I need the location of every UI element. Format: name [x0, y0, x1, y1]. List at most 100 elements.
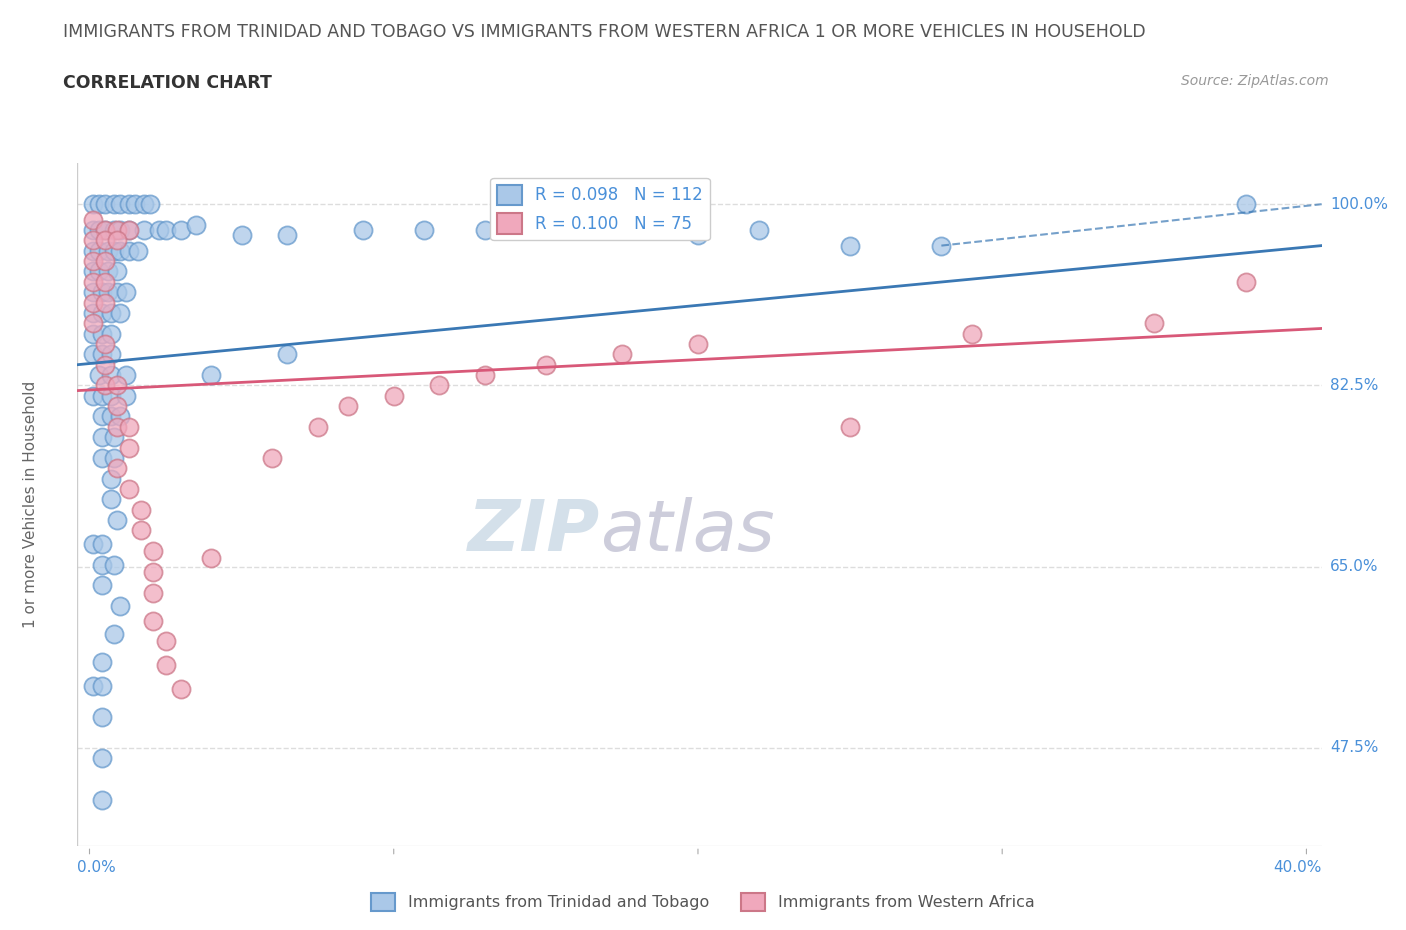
Point: [93, 378, 115, 392]
Point: [115, 285, 138, 299]
Point: [90, 792, 112, 807]
Point: [103, 557, 125, 572]
Text: 82.5%: 82.5%: [1330, 378, 1378, 392]
Point: [134, 197, 156, 212]
Point: [839, 238, 862, 253]
Point: [155, 222, 177, 237]
Point: [82, 233, 104, 248]
Point: [93, 337, 115, 352]
Point: [90, 655, 112, 670]
Point: [142, 565, 165, 579]
Point: [105, 419, 128, 434]
Point: [115, 367, 138, 382]
Point: [93, 254, 115, 269]
Point: [596, 222, 619, 237]
Point: [118, 197, 141, 212]
Point: [108, 409, 131, 424]
Point: [87, 264, 110, 279]
Point: [124, 197, 146, 212]
Text: 1 or more Vehicles in Household: 1 or more Vehicles in Household: [22, 381, 38, 628]
Point: [90, 678, 112, 693]
Text: IMMIGRANTS FROM TRINIDAD AND TOBAGO VS IMMIGRANTS FROM WESTERN AFRICA 1 OR MORE : IMMIGRANTS FROM TRINIDAD AND TOBAGO VS I…: [63, 23, 1146, 41]
Point: [82, 274, 104, 289]
Point: [93, 222, 115, 237]
Point: [90, 751, 112, 765]
Point: [82, 537, 104, 551]
Point: [105, 233, 128, 248]
Point: [93, 197, 115, 212]
Text: 47.5%: 47.5%: [1330, 740, 1378, 755]
Point: [82, 244, 104, 259]
Point: [93, 274, 115, 289]
Point: [118, 244, 141, 259]
Point: [127, 244, 149, 259]
Point: [118, 419, 141, 434]
Point: [413, 222, 436, 237]
Point: [90, 305, 112, 320]
Point: [1234, 197, 1257, 212]
Point: [382, 389, 405, 404]
Point: [103, 627, 125, 642]
Point: [90, 389, 112, 404]
Point: [105, 399, 128, 414]
Point: [118, 222, 141, 237]
Text: 100.0%: 100.0%: [1330, 196, 1388, 212]
Point: [82, 264, 104, 279]
Point: [93, 222, 115, 237]
Point: [474, 367, 496, 382]
Point: [534, 357, 557, 372]
Text: 40.0%: 40.0%: [1274, 860, 1322, 875]
Point: [93, 233, 115, 248]
Point: [337, 399, 360, 414]
Point: [93, 295, 115, 310]
Text: ZIP: ZIP: [468, 498, 600, 566]
Point: [100, 326, 122, 341]
Text: CORRELATION CHART: CORRELATION CHART: [63, 74, 273, 92]
Point: [307, 419, 329, 434]
Point: [82, 197, 104, 212]
Point: [97, 264, 120, 279]
Point: [155, 634, 177, 649]
Point: [1234, 274, 1257, 289]
Point: [839, 419, 862, 434]
Point: [1143, 316, 1166, 331]
Legend: R = 0.098   N = 112, R = 0.100   N = 75: R = 0.098 N = 112, R = 0.100 N = 75: [491, 178, 710, 240]
Point: [100, 305, 122, 320]
Point: [105, 378, 128, 392]
Point: [100, 492, 122, 507]
Point: [97, 285, 120, 299]
Point: [103, 244, 125, 259]
Point: [82, 316, 104, 331]
Point: [82, 678, 104, 693]
Point: [115, 389, 138, 404]
Point: [748, 222, 770, 237]
Point: [105, 461, 128, 476]
Point: [103, 430, 125, 445]
Point: [200, 551, 222, 565]
Text: atlas: atlas: [600, 498, 775, 566]
Point: [103, 222, 125, 237]
Point: [100, 389, 122, 404]
Point: [931, 238, 953, 253]
Point: [100, 367, 122, 382]
Point: [276, 347, 298, 362]
Point: [276, 228, 298, 243]
Point: [90, 710, 112, 724]
Point: [134, 222, 156, 237]
Point: [200, 367, 222, 382]
Point: [90, 409, 112, 424]
Point: [474, 222, 496, 237]
Point: [129, 523, 152, 538]
Point: [108, 599, 131, 614]
Point: [82, 305, 104, 320]
Point: [108, 197, 131, 212]
Point: [108, 222, 131, 237]
Point: [100, 472, 122, 486]
Point: [90, 285, 112, 299]
Point: [231, 228, 253, 243]
Point: [155, 658, 177, 672]
Point: [82, 295, 104, 310]
Point: [108, 305, 131, 320]
Point: [184, 218, 207, 232]
Point: [82, 222, 104, 237]
